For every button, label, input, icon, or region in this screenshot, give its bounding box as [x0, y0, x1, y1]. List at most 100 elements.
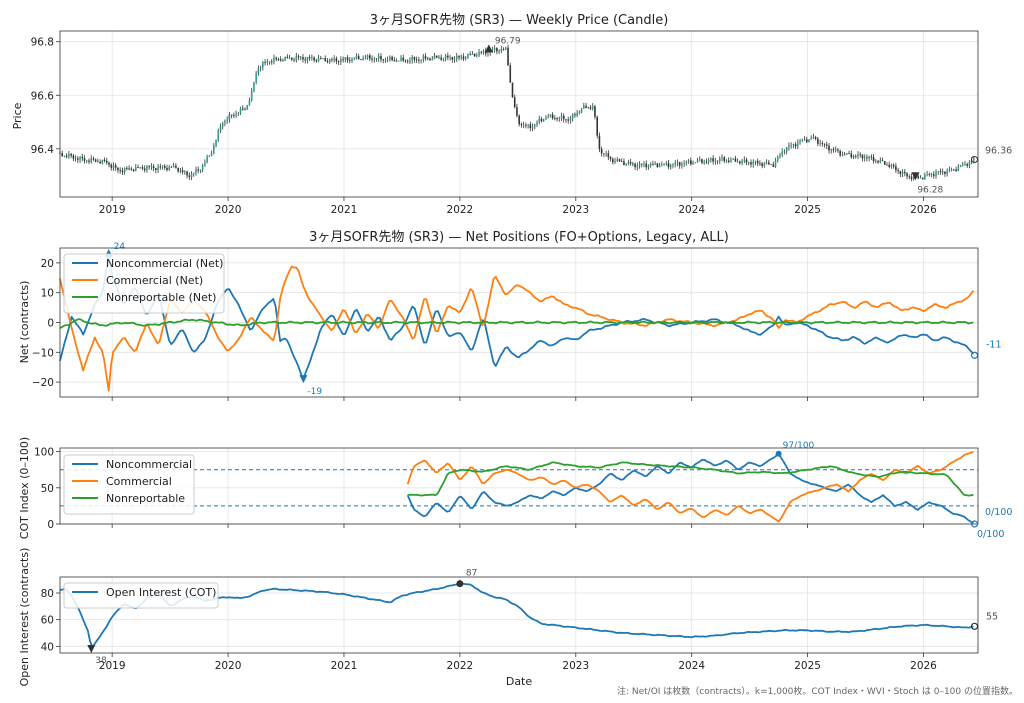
price-candle-body: [128, 168, 130, 170]
price-candle-body: [583, 105, 585, 109]
price-candle-body: [458, 55, 460, 58]
net-annotations: 24 -19 -11: [104, 242, 1002, 397]
price-xtick-label: 2020: [215, 204, 242, 216]
oi-xtick-label: 2021: [331, 660, 358, 672]
price-candle-body: [861, 154, 864, 159]
price-candle-body: [438, 57, 440, 59]
price-candle-body: [431, 59, 434, 60]
price-candle-body: [944, 171, 946, 174]
price-candle-body: [210, 153, 213, 156]
price-candle-body: [268, 61, 271, 63]
price-panel: 3ヶ月SOFR先物 (SR3) — Weekly Price (Candle) …: [11, 13, 1012, 216]
oi-ytick-label: 60: [41, 615, 54, 627]
price-candle-body: [950, 169, 953, 171]
price-candle-body: [262, 62, 264, 68]
price-candle-body: [752, 161, 755, 165]
price-candle-body: [598, 135, 601, 150]
price-candle-body: [168, 166, 171, 170]
price-candle-body: [235, 113, 237, 116]
price-candle-body: [79, 156, 81, 160]
price-candle-body: [698, 159, 701, 161]
price-candle-body: [625, 163, 627, 165]
net-max-label: 24: [114, 242, 126, 252]
price-candle-body: [627, 162, 630, 164]
price-candle-body: [253, 82, 255, 91]
cot-legend-label: Noncommercial: [106, 458, 192, 471]
cot-ytick-label: 50: [41, 483, 54, 495]
price-candle-body: [500, 49, 503, 52]
price-candle-body: [516, 107, 518, 116]
price-candle-body: [505, 47, 507, 50]
price-candle-body: [311, 57, 313, 59]
net-ytick-label: 10: [41, 288, 54, 300]
cot-series-line: [406, 452, 974, 524]
price-candle-body: [903, 171, 906, 174]
price-candle-body: [739, 161, 741, 164]
price-min-label: 96.28: [917, 185, 943, 195]
price-candle-body: [765, 162, 768, 164]
price-candle-body: [143, 168, 146, 171]
net-min-label: -19: [307, 387, 322, 397]
cot-max-label: 97/100: [783, 441, 815, 451]
oi-min-label: 38: [95, 656, 107, 666]
price-candle-body: [683, 163, 685, 165]
price-candle-body: [959, 165, 962, 167]
price-xtick-label: 2022: [447, 204, 474, 216]
price-candle-body: [776, 156, 779, 161]
price-candle-body: [444, 55, 447, 59]
price-candle-body: [233, 115, 235, 116]
price-candle-body: [362, 58, 364, 60]
price-candle-body: [681, 164, 683, 166]
price-candle-body: [308, 57, 311, 59]
price-candle-body: [754, 160, 757, 162]
price-candle-body: [576, 113, 578, 116]
price-candle-body: [163, 166, 166, 168]
price-candle-body: [273, 57, 275, 62]
price-candle-body: [114, 165, 117, 168]
price-candle-body: [286, 56, 289, 59]
price-candle-body: [801, 139, 804, 141]
price-candle-body: [558, 117, 561, 120]
oi-min-marker: [87, 645, 96, 653]
net-lines: [59, 250, 975, 392]
price-candle-body: [540, 118, 543, 122]
price-candle-body: [580, 108, 583, 113]
cot-legend-label: Nonreportable: [106, 492, 185, 505]
price-candle-body: [81, 156, 84, 159]
oi-y-axis-label: Open Interest (contracts): [18, 548, 31, 687]
price-candle-body: [418, 59, 420, 61]
price-candle-body: [875, 160, 877, 162]
price-candle-body: [525, 124, 527, 126]
price-candle-body: [429, 58, 431, 60]
price-candle-body: [522, 124, 525, 126]
price-candle-body: [400, 57, 402, 61]
cot-legend-label: Commercial: [106, 475, 172, 488]
oi-y-ticks: 40 60 80: [41, 588, 60, 653]
price-candle-body: [819, 142, 821, 144]
price-candle-body: [830, 149, 833, 151]
price-candle-body: [759, 163, 761, 165]
price-candle-body: [808, 139, 810, 143]
price-candle-body: [72, 155, 75, 159]
price-candle-body: [112, 165, 115, 168]
price-candle-body: [366, 55, 369, 58]
oi-last-marker: [970, 622, 979, 630]
price-candle-body: [841, 154, 844, 156]
price-candle-body: [172, 165, 175, 168]
price-candle-body: [848, 153, 850, 154]
price-candle-body: [870, 156, 873, 158]
price-chart-title: 3ヶ月SOFR先物 (SR3) — Weekly Price (Candle): [370, 13, 669, 28]
price-candle-body: [469, 54, 471, 56]
price-candle-body: [527, 124, 529, 126]
price-candle-body: [560, 115, 563, 118]
price-candle-body: [188, 175, 191, 177]
price-candle-body: [654, 163, 656, 165]
cot-last-marker: [970, 520, 979, 528]
price-candle-body: [248, 100, 251, 106]
price-candle-body: [90, 158, 93, 162]
price-candle-body: [941, 171, 944, 173]
price-candle-body: [656, 163, 659, 168]
price-candle-body: [843, 154, 846, 156]
price-candle-body: [317, 58, 320, 62]
price-candle-body: [587, 107, 590, 109]
